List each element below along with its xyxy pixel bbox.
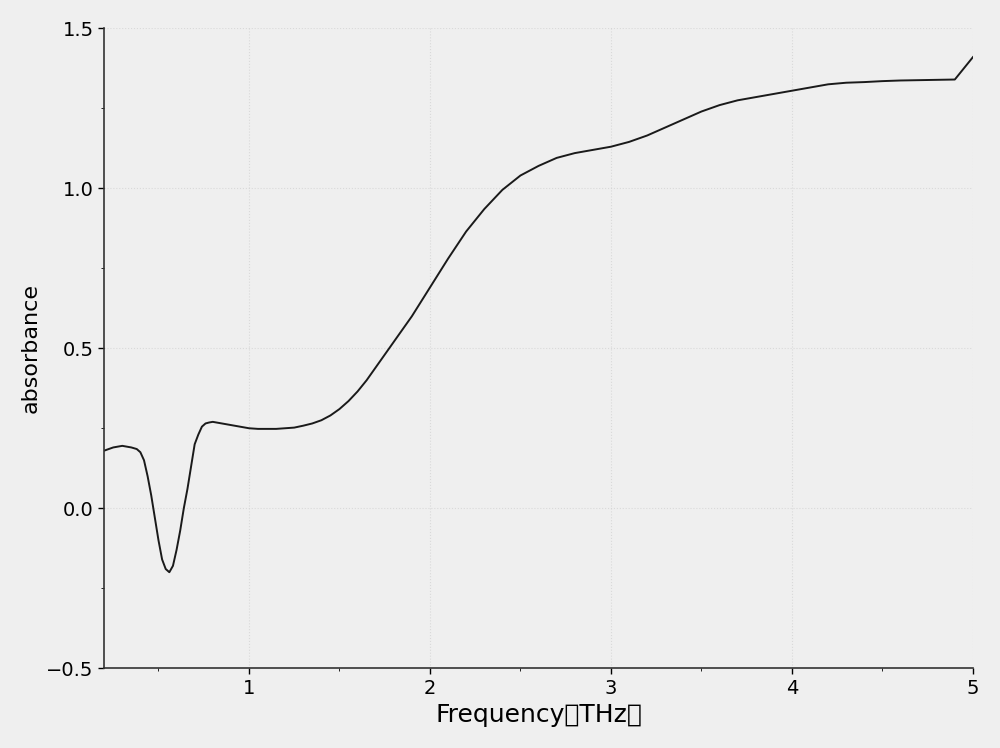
Y-axis label: absorbance: absorbance <box>21 283 41 413</box>
X-axis label: Frequency（THz）: Frequency（THz） <box>435 703 642 727</box>
